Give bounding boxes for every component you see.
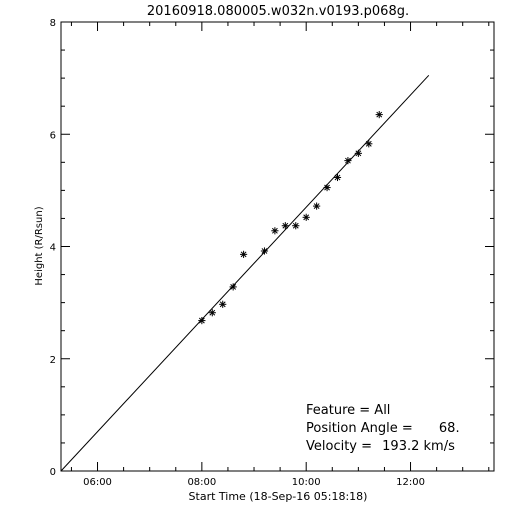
- annotation-position-angle: Position Angle = 68.: [306, 421, 460, 436]
- x-tick-label: 08:00: [187, 477, 216, 488]
- annotation-velocity: Velocity = 193.2 km/s: [306, 439, 455, 454]
- data-point: [302, 213, 310, 221]
- data-point: [219, 300, 227, 308]
- annotation-feature: Feature = All: [306, 403, 390, 418]
- y-tick-label: 2: [50, 355, 56, 366]
- y-tick-label: 4: [50, 243, 56, 254]
- x-tick-label: 06:00: [83, 477, 112, 488]
- x-tick-label: 10:00: [292, 477, 321, 488]
- y-tick-label: 6: [50, 130, 56, 141]
- data-point: [333, 173, 342, 182]
- data-point: [239, 250, 248, 258]
- fit-line: [60, 74, 430, 472]
- data-point: [229, 283, 237, 291]
- data-point: [344, 157, 352, 165]
- y-tick-labels: 0 2 4 6 8: [50, 18, 56, 478]
- axis-ticks: [61, 21, 494, 472]
- chart-title: 20160918.080005.w032n.v0193.p068g.: [147, 4, 409, 19]
- plot-frame: [60, 21, 495, 472]
- x-tick-labels: 06:00 08:00 10:00 12:00: [83, 477, 425, 488]
- data-point: [292, 222, 300, 230]
- data-point: [323, 183, 331, 192]
- y-tick-label: 0: [50, 467, 56, 478]
- y-axis-label: Height (R/Rsun): [34, 206, 45, 285]
- x-tick-label: 12:00: [396, 477, 425, 488]
- data-point: [260, 247, 269, 255]
- data-point: [354, 149, 362, 157]
- data-point: [208, 309, 216, 317]
- data-points: [198, 111, 383, 325]
- data-point: [198, 316, 206, 325]
- x-axis-label: Start Time (18-Sep-16 05:18:18): [189, 490, 368, 503]
- y-tick-label: 8: [50, 18, 56, 29]
- data-point: [313, 202, 321, 210]
- data-point: [375, 111, 383, 119]
- data-point: [281, 222, 289, 230]
- annotation-block: Feature = All Position Angle = 68. Veloc…: [306, 403, 460, 454]
- data-point: [271, 227, 279, 235]
- data-point: [365, 140, 373, 148]
